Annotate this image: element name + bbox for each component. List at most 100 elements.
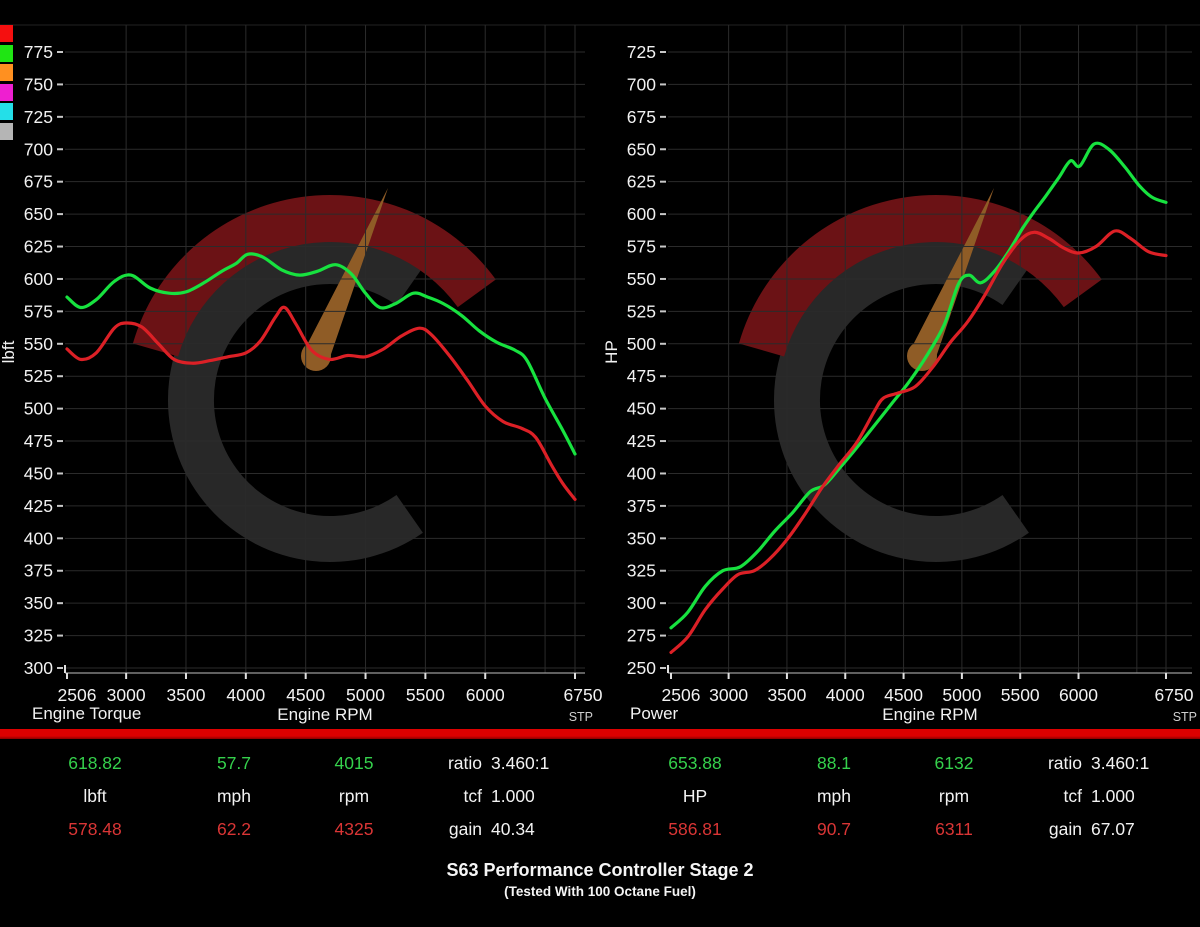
power-base-rpm: 6311 <box>935 819 973 839</box>
gain-label: gain <box>448 819 482 839</box>
gauge-watermark <box>132 188 496 562</box>
page-title: S63 Performance Controller Stage 2 <box>446 860 754 880</box>
stats-torque: 618.82 57.7 4015 ratio 3.460:1 lbft mph … <box>0 747 600 847</box>
y-tick-label: 675 <box>627 107 656 127</box>
rpm-unit: rpm <box>338 786 370 806</box>
y-tick-label: 250 <box>627 658 656 678</box>
tcf-value: 1.000 <box>491 786 535 806</box>
torque-tcf: tcf 1.000 <box>430 786 600 807</box>
x-tick-label: 6000 <box>1059 685 1098 705</box>
dyno-charts: 300 325 350 375 400 425 450 475 500 525 550 575 600 6… <box>0 24 1200 724</box>
y-tick-label: 450 <box>24 463 53 483</box>
power-peak-rpm: 6132 <box>934 753 974 773</box>
legend-swatch <box>0 83 13 101</box>
y-tick-label: 325 <box>24 626 53 646</box>
y-tick-label: 350 <box>24 593 53 613</box>
legend-swatch <box>0 44 13 62</box>
y-tick-label: 700 <box>24 139 53 159</box>
y-tick-label: 525 <box>627 301 656 321</box>
y-tick-label: 650 <box>627 139 656 159</box>
x-tick-label: 3500 <box>167 685 206 705</box>
x-tick-label: 3500 <box>767 685 806 705</box>
torque-peak-rpm: 4015 <box>334 753 374 773</box>
gain-value: 67.07 <box>1091 819 1135 839</box>
y-tick-label: 400 <box>24 528 53 548</box>
y-tick-label: 400 <box>627 463 656 483</box>
y-tick-label: 350 <box>627 528 656 548</box>
chart-name-label: Engine Torque <box>32 704 141 723</box>
x-tick-label: 2506 <box>662 685 701 705</box>
y-axis-label: lbft <box>0 340 18 363</box>
y-tick-label: 425 <box>24 496 53 516</box>
rpm-unit: rpm <box>938 786 970 806</box>
y-tick-label: 650 <box>24 204 53 224</box>
x-tick-label: 4000 <box>826 685 865 705</box>
y-tick-label: 550 <box>24 334 53 354</box>
y-tick-label: 750 <box>24 74 53 94</box>
torque-ratio: ratio 3.460:1 <box>430 753 600 774</box>
gauge-red-arc <box>738 195 1102 357</box>
divider-bar <box>0 729 1200 739</box>
ratio-value: 3.460:1 <box>491 753 550 773</box>
power-base-mph: 90.7 <box>816 819 852 839</box>
y-tick-label: 550 <box>627 269 656 289</box>
stats-power: 653.88 88.1 6132 ratio 3.460:1 HP mph rp… <box>600 747 1200 847</box>
ratio-label: ratio <box>1047 753 1082 773</box>
y-tick-label: 300 <box>627 593 656 613</box>
x-tick-label: 4000 <box>226 685 265 705</box>
y-tick-label: 725 <box>627 42 656 62</box>
legend-swatch <box>0 123 13 140</box>
y-tick-label: 725 <box>24 107 53 127</box>
curve-red <box>669 229 1168 655</box>
torque-base-mph: 62.2 <box>216 819 252 839</box>
y-tick-label: 625 <box>24 237 53 257</box>
page-subtitle: (Tested With 100 Octane Fuel) <box>504 884 696 899</box>
y-tick-label: 575 <box>24 301 53 321</box>
y-tick-label: 425 <box>627 431 656 451</box>
y-tick-label: 500 <box>627 334 656 354</box>
power-base-value: 586.81 <box>668 819 722 839</box>
torque-gain: gain 40.34 <box>430 819 600 840</box>
tcf-value: 1.000 <box>1091 786 1135 806</box>
curve-green <box>65 252 577 456</box>
y-tick-label: 575 <box>627 237 656 257</box>
legend-swatch <box>0 25 13 42</box>
x-tick-label: 5000 <box>942 685 981 705</box>
power-peak-mph: 88.1 <box>816 753 852 773</box>
gain-label: gain <box>1048 819 1082 839</box>
stp-note: STP <box>569 710 593 724</box>
x-tick-label: 6750 <box>564 685 603 705</box>
stp-note: STP <box>1173 710 1197 724</box>
gain-value: 40.34 <box>491 819 535 839</box>
torque-base-rpm: 4325 <box>334 819 374 839</box>
power-gain: gain 67.07 <box>1030 819 1200 840</box>
gauge-red-arc <box>132 195 496 357</box>
y-tick-label: 450 <box>627 399 656 419</box>
y-tick-label: 700 <box>627 74 656 94</box>
x-tick-label: 5500 <box>1001 685 1040 705</box>
y-tick-label: 525 <box>24 366 53 386</box>
y-tick-label: 375 <box>24 561 53 581</box>
torque-unit: lbft <box>83 786 107 806</box>
speed-unit: mph <box>216 786 252 806</box>
power-ratio: ratio 3.460:1 <box>1030 753 1200 774</box>
x-tick-label: 3000 <box>709 685 748 705</box>
x-axis-label: Engine RPM <box>882 705 977 724</box>
y-tick-label: 600 <box>627 204 656 224</box>
chart-footer: S63 Performance Controller Stage 2 (Test… <box>0 857 1200 901</box>
gauge-needle <box>306 188 388 358</box>
y-tick-label: 475 <box>627 366 656 386</box>
curve-red <box>65 305 577 501</box>
y-tick-label: 775 <box>24 42 53 62</box>
speed-unit: mph <box>816 786 852 806</box>
gauge-needle <box>912 188 994 358</box>
x-tick-label: 5500 <box>406 685 445 705</box>
y-tick-label: 600 <box>24 269 53 289</box>
curve-green <box>669 141 1168 630</box>
y-tick-label: 325 <box>627 561 656 581</box>
gauge-ring-c <box>773 237 1029 562</box>
y-tick-label: 500 <box>24 399 53 419</box>
tcf-label: tcf <box>463 786 482 806</box>
power-peak-value: 653.88 <box>668 753 722 773</box>
